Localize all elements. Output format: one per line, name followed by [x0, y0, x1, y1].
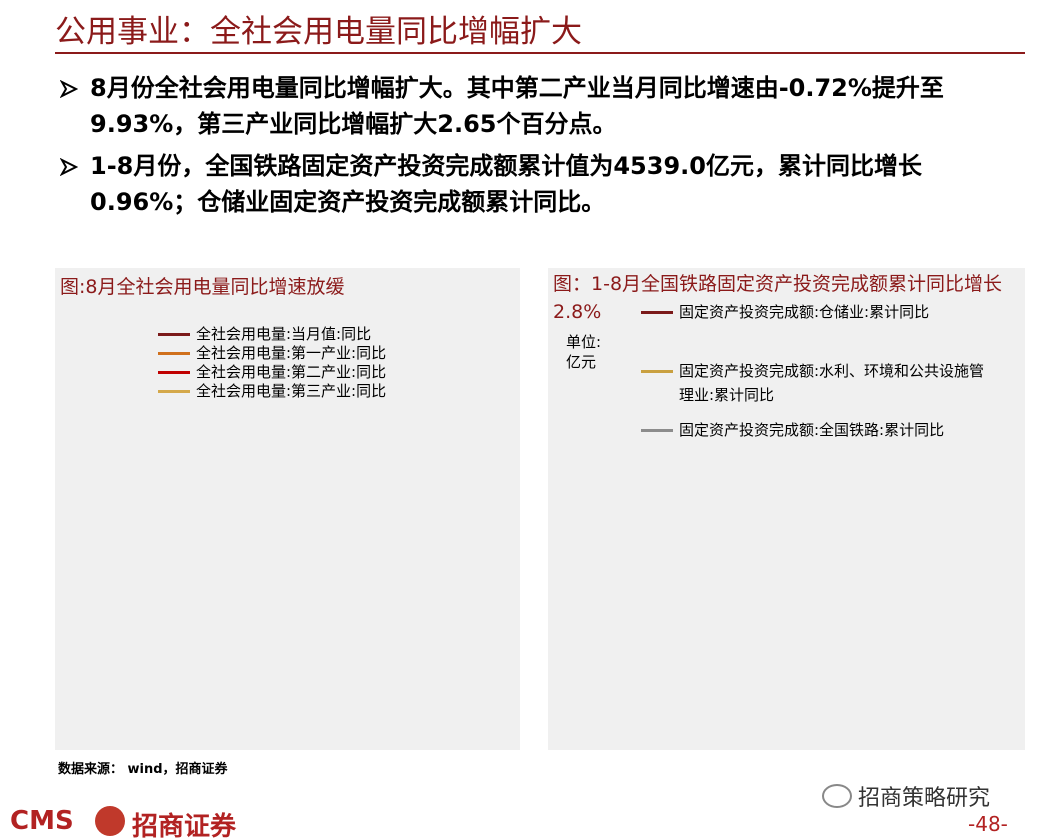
chart-panel: [548, 268, 1025, 750]
legend-item: 全社会用电量:当月值:同比: [158, 322, 371, 346]
bullet-icon: [60, 158, 78, 176]
bullet-text: 8月份全社会用电量同比增幅扩大。其中第二产业当月同比增速由-0.72%提升至9.…: [90, 74, 944, 138]
logo-text: CMS: [10, 806, 74, 836]
legend-item: 全社会用电量:第二产业:同比: [158, 360, 386, 384]
bullet-icon: -60%-40%-20%0%20%40%2019-032019-042019-0…: [60, 80, 78, 98]
legend-item: 固定资产投资完成额:水利、环境和公共设施管理业:累计同比: [641, 359, 991, 407]
legend-swatch: [158, 390, 190, 393]
legend-item: 全社会用电量:第一产业:同比: [158, 341, 386, 365]
header-title: 公用事业：全社会用电量同比增幅扩大: [55, 14, 582, 50]
chart-title: 图:8月全社会用电量同比增速放缓: [60, 276, 345, 298]
chart-panel: [55, 268, 520, 750]
logo-company: 招商证券: [132, 812, 237, 840]
header-rule: [55, 52, 1025, 54]
legend-label: 全社会用电量:第二产业:同比: [196, 363, 387, 381]
legend-label: 固定资产投资完成额:水利、环境和公共设施管理业:累计同比: [679, 362, 985, 404]
legend-swatch: [641, 311, 673, 314]
legend-item: 固定资产投资完成额:仓储业:累计同比: [641, 300, 929, 324]
legend-label: 全社会用电量:第一产业:同比: [196, 344, 387, 362]
bullet-text: 1-8月份，全国铁路固定资产投资完成额累计值为4539.0亿元，累计同比增长0.…: [90, 152, 922, 216]
unit-label: 单位:亿元: [566, 333, 602, 371]
legend-item: 固定资产投资完成额:全国铁路:累计同比: [641, 418, 944, 442]
logo-icon: [95, 806, 125, 836]
legend-swatch: [641, 370, 673, 373]
wechat-icon: [822, 784, 852, 808]
chart-title: 图：1-8月全国铁路固定资产投资完成额累计同比增长2.8%: [553, 273, 1003, 323]
legend-swatch: [158, 352, 190, 355]
legend-label: 全社会用电量:当月值:同比: [196, 325, 372, 343]
wechat-name: 招商策略研究: [858, 786, 991, 811]
legend-swatch: [158, 371, 190, 374]
legend-swatch: [158, 333, 190, 336]
bullet: 1-8月份，全国铁路固定资产投资完成额累计值为4539.0亿元，累计同比增长0.…: [60, 148, 1025, 220]
legend-label: 固定资产投资完成额:全国铁路:累计同比: [679, 421, 945, 439]
legend-item: 全社会用电量:第三产业:同比: [158, 379, 386, 403]
legend-label: 固定资产投资完成额:仓储业:累计同比: [679, 303, 930, 321]
source: 数据来源： wind，招商证券: [58, 762, 228, 777]
bullet: -60%-40%-20%0%20%40%2019-032019-042019-0…: [60, 70, 1025, 142]
legend-swatch: [641, 429, 673, 432]
legend-label: 全社会用电量:第三产业:同比: [196, 382, 387, 400]
page-number: -48-: [968, 812, 1008, 836]
